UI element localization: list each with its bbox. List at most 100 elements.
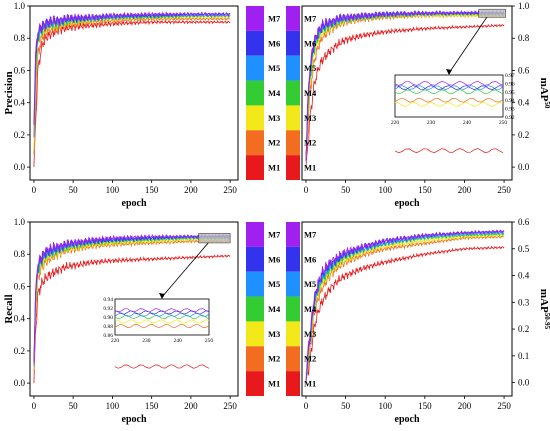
legend-label: M6	[304, 38, 316, 48]
legend-label: M2	[268, 138, 280, 148]
zoom-arrow	[161, 242, 209, 298]
legend-label: M2	[268, 354, 280, 364]
inset-series-M3	[394, 101, 504, 107]
x-tick-label: 100	[106, 185, 120, 195]
legend-swatch-M6	[286, 30, 300, 56]
x-tick-label: 200	[458, 185, 472, 195]
series-line-M6	[33, 233, 231, 359]
legend-label: M5	[304, 279, 316, 289]
series-line-M6	[305, 229, 505, 376]
y-tick-label: 0.4	[14, 98, 26, 108]
zoom-arrow-head	[159, 293, 165, 299]
inset-series-M7	[394, 80, 504, 86]
y-tick-label: 0.8	[14, 249, 26, 259]
legend-swatch-M6	[286, 246, 300, 272]
legend-label: M5	[304, 63, 316, 73]
y-tick-label: 0.2	[14, 130, 25, 140]
chart-panel-4: 0 50 100 150 200 250 epoch 0.0 0.1 0.2 0.3 0.4 0.5 0.…	[286, 217, 550, 425]
legend-swatch-M2	[286, 130, 300, 156]
legend-swatch-M7	[246, 222, 264, 247]
legend-swatch-M5	[246, 271, 264, 297]
y-axis-label-sup: 50-95	[543, 313, 550, 330]
x-tick-label: 150	[418, 401, 432, 411]
legend-label: M4	[268, 88, 281, 98]
x-tick-label: 200	[458, 401, 472, 411]
series-line-M5	[33, 12, 231, 138]
series-line-M1	[305, 245, 505, 383]
legend-swatch-M5	[246, 55, 264, 81]
x-tick-label: 100	[378, 185, 392, 195]
series-line-M7	[33, 11, 231, 125]
inset-x-tick-label: 220	[111, 338, 120, 344]
inset-series-M5	[114, 312, 210, 317]
series-line-M2	[33, 16, 231, 155]
y-tick-label: 1.0	[518, 1, 530, 11]
inset-y-tick-label: 0.86	[103, 333, 113, 339]
x-tick-label: 250	[497, 185, 511, 195]
y-axis-label: Recall	[3, 294, 15, 323]
inset-frame	[114, 298, 210, 336]
series-line-M1	[33, 19, 231, 168]
inset-series-M3	[114, 319, 210, 324]
legend-swatch-M3	[246, 321, 264, 347]
inset-y-tick-label: 0.92	[505, 115, 515, 121]
x-axis-label: epoch	[122, 414, 147, 425]
legend-swatch-M1	[286, 155, 300, 180]
legend-swatch-M2	[286, 346, 300, 372]
x-tick-label: 250	[223, 401, 237, 411]
y-axis-label-main: mAP	[538, 289, 550, 313]
y-tick-label: 0.0	[518, 378, 530, 388]
series-line-M5	[305, 9, 505, 162]
y-tick-label: 0.6	[14, 281, 26, 291]
legend-swatch-M1	[286, 371, 300, 396]
legend-swatch-M5	[286, 55, 300, 81]
x-tick-label: 200	[184, 185, 198, 195]
legend-swatch-M7	[246, 6, 264, 31]
x-tick-label: 150	[145, 185, 159, 195]
inset-series-M4	[114, 314, 210, 320]
inset-x-tick-label: 250	[205, 338, 214, 344]
legend-swatch-M4	[286, 80, 300, 106]
legend-label: M6	[268, 38, 280, 48]
inset-x-tick-label: 230	[427, 120, 436, 126]
legend-label: M7	[304, 229, 317, 239]
legend-swatch-M1	[246, 371, 264, 396]
y-tick-label: 0.3	[518, 297, 530, 307]
legend-swatch-M2	[246, 130, 264, 156]
x-tick-label: 50	[341, 401, 351, 411]
inset-series-M1	[114, 364, 210, 369]
legend-swatch-M7	[286, 222, 300, 247]
inset-x-tick-label: 220	[391, 120, 400, 126]
legend-swatch-M2	[246, 346, 264, 372]
series-line-M7	[305, 9, 505, 162]
plot-frame	[301, 5, 513, 181]
zoom-region-box	[198, 232, 231, 244]
legend-label: M3	[304, 329, 316, 339]
inset-y-tick-label: 0.88	[103, 324, 113, 330]
inset-x-tick-label: 230	[142, 338, 151, 344]
legend-label: M7	[268, 13, 281, 23]
inset-series-M6	[394, 85, 504, 91]
chart-panel-1: 0 50 100 150 200 250 epoch 0.0 0.2 0.4 0.6 0.8 1.0 Pr…	[3, 1, 281, 209]
series-line-M4	[305, 232, 505, 378]
legend-swatch-M3	[286, 105, 300, 131]
zoom-arrow-head	[446, 69, 452, 75]
y-tick-label: 0.1	[518, 351, 529, 361]
y-axis-label: mAP50	[538, 78, 550, 109]
series-line-M1	[305, 23, 505, 168]
legend-label: M5	[268, 63, 280, 73]
legend-label: M1	[304, 163, 316, 173]
x-tick-label: 250	[497, 401, 511, 411]
y-tick-label: 0.4	[14, 314, 26, 324]
x-tick-label: 100	[106, 401, 120, 411]
legend-label: M3	[268, 329, 280, 339]
x-tick-label: 250	[223, 185, 237, 195]
series-line-M2	[33, 238, 231, 371]
inset-series-M2	[114, 323, 210, 329]
series-line-M1	[33, 254, 231, 384]
y-tick-label: 0.4	[518, 271, 530, 281]
zoom-region-box	[478, 8, 506, 18]
inset-y-tick-label: 0.92	[103, 306, 113, 312]
legend-swatch-M3	[286, 321, 300, 347]
y-axis-label-sup: 50	[543, 101, 550, 109]
